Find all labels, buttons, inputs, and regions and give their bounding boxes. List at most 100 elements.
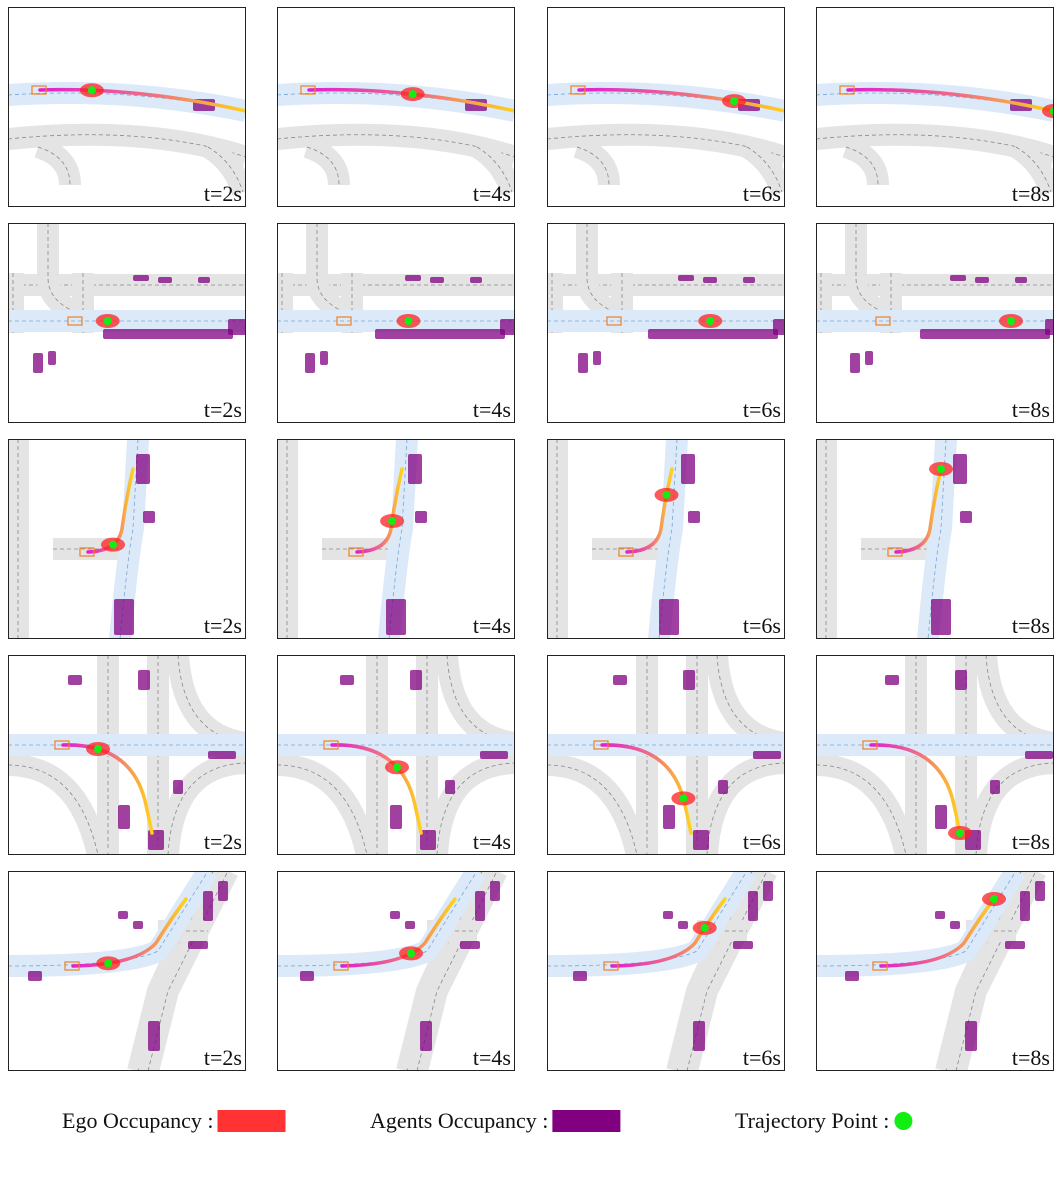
panel-map — [816, 439, 1054, 639]
legend-swatch — [552, 1110, 620, 1132]
agent-occupancy — [1020, 891, 1030, 921]
panel-map — [816, 655, 1054, 855]
agent-occupancy — [920, 329, 1050, 339]
trajectory-point — [730, 97, 738, 105]
agent-occupancy — [663, 805, 675, 829]
agent-occupancy — [405, 921, 415, 929]
agent-occupancy — [573, 971, 587, 981]
agent-occupancy — [748, 891, 758, 921]
agent-occupancy — [460, 941, 480, 949]
agent-occupancy — [659, 599, 679, 635]
agent-occupancy — [28, 971, 42, 981]
agent-occupancy — [480, 751, 508, 759]
agent-occupancy — [753, 751, 781, 759]
agent-occupancy — [218, 881, 228, 901]
agent-occupancy — [648, 329, 778, 339]
time-label: t=6s — [743, 181, 781, 206]
panel-map — [547, 7, 785, 207]
agent-occupancy — [953, 454, 967, 484]
trajectory-point — [409, 90, 417, 98]
agent-occupancy — [148, 1021, 160, 1051]
panel: t=6s — [547, 7, 785, 207]
panel: t=8s — [816, 655, 1054, 855]
panel-map — [547, 439, 785, 639]
time-label: t=6s — [743, 613, 781, 638]
panel-map — [547, 655, 785, 855]
panel-map — [277, 7, 515, 207]
trajectory-point — [388, 517, 396, 525]
agent-occupancy — [733, 941, 753, 949]
agent-occupancy — [133, 921, 143, 929]
panel: t=6s — [547, 655, 785, 855]
agent-occupancy — [1015, 277, 1027, 283]
agent-occupancy — [935, 805, 947, 829]
agent-occupancy — [300, 971, 314, 981]
agent-occupancy — [1035, 881, 1045, 901]
agent-occupancy — [203, 891, 213, 921]
agent-occupancy — [683, 670, 695, 690]
trajectory-point — [663, 491, 671, 499]
trajectory-point — [109, 541, 117, 549]
agent-occupancy — [390, 911, 400, 919]
agent-occupancy — [475, 891, 485, 921]
agent-occupancy — [678, 275, 694, 281]
time-label: t=2s — [204, 613, 242, 638]
agent-occupancy — [158, 277, 172, 283]
agent-occupancy — [430, 277, 444, 283]
panel-map — [8, 871, 246, 1071]
legend-label: Trajectory Point : — [735, 1108, 889, 1133]
panel: t=4s — [277, 871, 515, 1071]
agent-occupancy — [470, 277, 482, 283]
panel-map — [8, 7, 246, 207]
agent-occupancy — [198, 277, 210, 283]
agent-occupancy — [68, 675, 82, 685]
time-label: t=6s — [743, 829, 781, 854]
panel: t=6s — [547, 439, 785, 639]
agent-occupancy — [1025, 751, 1053, 759]
trajectory-point — [990, 895, 998, 903]
panel-map — [277, 439, 515, 639]
trajectory-point — [706, 317, 714, 325]
agent-occupancy — [678, 921, 688, 929]
agent-occupancy — [773, 319, 791, 335]
agent-occupancy — [975, 277, 989, 283]
panel: t=2s — [8, 223, 246, 423]
agent-occupancy — [386, 599, 406, 635]
agent-occupancy — [965, 1021, 977, 1051]
agent-occupancy — [420, 1021, 432, 1051]
panel: t=2s — [8, 439, 246, 639]
time-label: t=4s — [473, 1045, 511, 1070]
agent-occupancy — [743, 277, 755, 283]
panel-map — [8, 655, 246, 855]
panel-map — [277, 655, 515, 855]
agent-occupancy — [1005, 941, 1025, 949]
time-label: t=8s — [1012, 829, 1050, 854]
panel-map — [816, 871, 1054, 1071]
agent-occupancy — [445, 780, 455, 794]
agent-occupancy — [885, 675, 899, 685]
trajectory-point — [104, 959, 112, 967]
agent-occupancy — [703, 277, 717, 283]
agent-occupancy — [845, 971, 859, 981]
agent-occupancy — [955, 670, 967, 690]
trajectory-point — [679, 794, 687, 802]
agent-occupancy — [228, 319, 246, 335]
agent-occupancy — [960, 511, 972, 523]
agent-occupancy — [931, 599, 951, 635]
agent-occupancy — [133, 275, 149, 281]
trajectory-point — [701, 924, 709, 932]
agent-occupancy — [718, 780, 728, 794]
agent-occupancy — [663, 911, 673, 919]
panel-map — [816, 7, 1059, 207]
trajectory-point — [104, 317, 112, 325]
agent-occupancy — [138, 670, 150, 690]
panel: t=8s — [816, 871, 1054, 1071]
agent-occupancy — [208, 751, 236, 759]
agent-occupancy — [490, 881, 500, 901]
agent-occupancy — [990, 780, 1000, 794]
agent-occupancy — [118, 805, 130, 829]
agent-occupancy — [935, 911, 945, 919]
agent-occupancy — [681, 454, 695, 484]
legend-label: Ego Occupancy : — [62, 1108, 214, 1133]
page: t=2st=4st=6st=8st=2st=4st=6st=8st=2st=4s… — [0, 0, 1059, 1180]
